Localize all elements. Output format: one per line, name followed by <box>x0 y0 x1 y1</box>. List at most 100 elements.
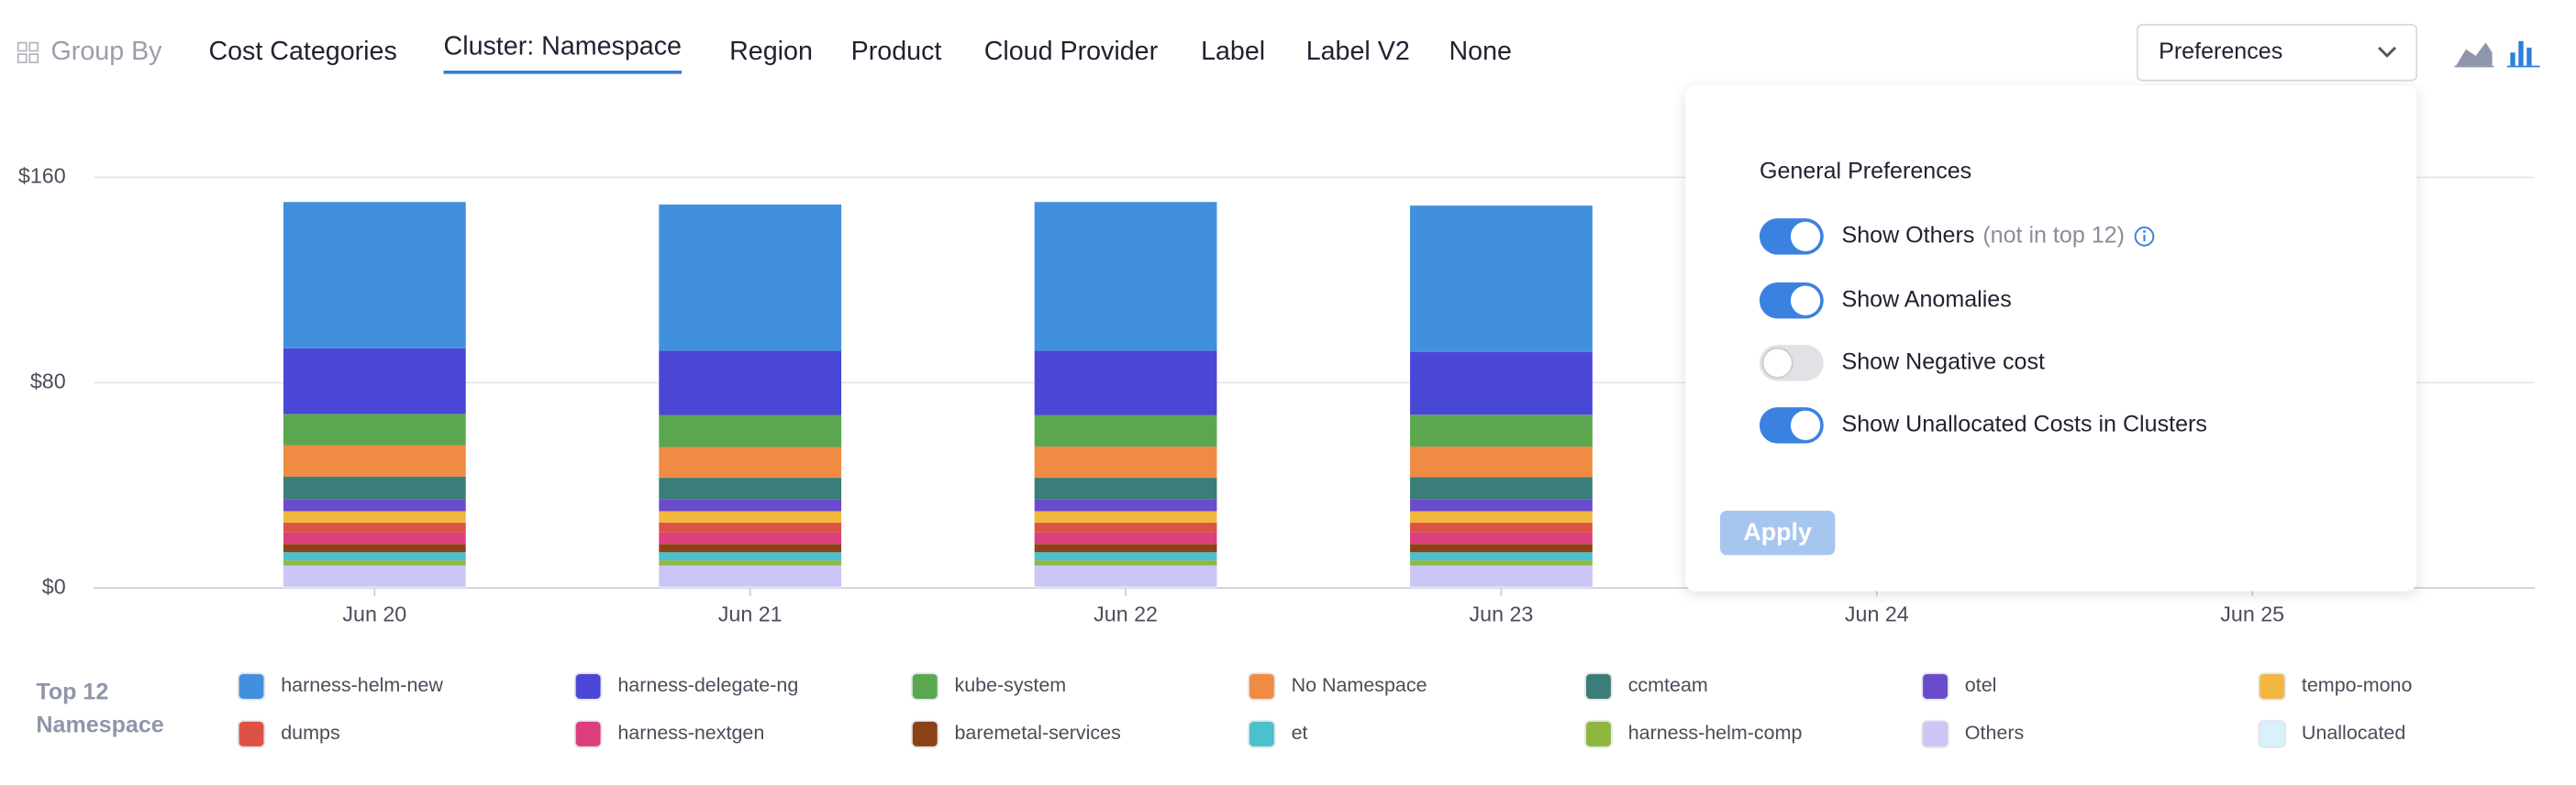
chevron <box>2378 46 2397 58</box>
bar-segment <box>659 205 842 351</box>
legend-label[interactable]: kube-system <box>954 674 1066 696</box>
preferences-dropdown[interactable]: Preferences <box>2136 23 2418 82</box>
x-tick-label: Jun 24 <box>1845 603 1909 626</box>
bar-segment <box>283 565 466 587</box>
legend-label[interactable]: harness-delegate-ng <box>617 674 798 696</box>
bar-segment <box>1410 205 1593 352</box>
toggle-knob[interactable] <box>1790 410 1821 440</box>
bar-chart-icon[interactable] <box>2526 47 2532 66</box>
legend-swatch[interactable] <box>573 720 603 748</box>
bar-chart-icon[interactable] <box>2510 52 2515 66</box>
tab[interactable]: Label V2 <box>1306 37 1410 66</box>
bar-segment <box>1410 351 1593 415</box>
bar-segment <box>659 523 842 533</box>
preferences-panel: General Preferences Apply Show Others (no… <box>1685 85 2417 592</box>
legend-label[interactable]: et <box>1292 722 1308 744</box>
legend-swatch[interactable] <box>573 672 603 701</box>
bar-segment <box>659 565 842 587</box>
bar-segment <box>1410 477 1593 500</box>
tab[interactable]: None <box>1449 37 1511 66</box>
x-tick-label: Jun 20 <box>342 603 406 626</box>
legend-swatch[interactable] <box>237 672 266 701</box>
bar-segment <box>659 552 842 561</box>
legend-swatch[interactable] <box>1248 672 1276 701</box>
legend-label[interactable]: baremetal-services <box>954 722 1120 744</box>
legend-label[interactable]: otel <box>1965 674 1997 696</box>
panel-box <box>1685 85 2417 592</box>
apply-label: Apply <box>1743 518 1812 546</box>
bar-segment <box>1034 202 1217 351</box>
legend-label[interactable]: Unallocated <box>2302 722 2405 744</box>
bar-segment <box>659 415 842 448</box>
bar-segment <box>1410 586 1593 589</box>
legend-swatch[interactable] <box>1584 720 1613 748</box>
dropdown-box[interactable] <box>2136 23 2418 82</box>
bar-segment <box>659 586 842 589</box>
bar-chart-icon[interactable] <box>2518 40 2524 66</box>
group-by-icon <box>17 41 39 63</box>
area-chart-icon[interactable] <box>2456 42 2493 66</box>
tab[interactable]: Cluster: Namespace <box>444 31 682 61</box>
bar-segment <box>283 445 466 477</box>
bar-segment <box>1034 478 1217 500</box>
dropdown-label: Preferences <box>2159 39 2282 64</box>
legend-label[interactable]: Others <box>1965 722 2024 744</box>
bar-segment <box>283 476 466 500</box>
chart-type-icons <box>2454 40 2540 68</box>
legend-label[interactable]: ccmteam <box>1628 674 1708 696</box>
legend-swatch[interactable] <box>2258 720 2286 748</box>
bar-segment <box>283 544 466 553</box>
legend-label[interactable]: harness-helm-new <box>281 674 443 696</box>
bar-segment <box>659 532 842 545</box>
bar-segment <box>283 511 466 524</box>
bar-segment <box>283 586 466 589</box>
legend-label[interactable]: harness-nextgen <box>617 722 764 744</box>
legend-swatch[interactable] <box>1584 672 1613 701</box>
toggle-knob[interactable] <box>1761 347 1793 379</box>
bar-segment <box>1034 552 1217 561</box>
bar-segment <box>283 499 466 512</box>
legend-label[interactable]: harness-helm-comp <box>1628 722 1803 744</box>
bar-segment <box>1034 532 1217 545</box>
tab[interactable]: Cloud Provider <box>984 37 1159 66</box>
toggle-knob[interactable] <box>1790 285 1821 315</box>
legend-label[interactable]: dumps <box>281 722 339 744</box>
tabs: Cost Categories Cluster: Namespace Region P… <box>208 31 1512 74</box>
tab[interactable]: Product <box>851 37 942 66</box>
bar-segment <box>1034 523 1217 533</box>
toggle-note: (not in top 12) <box>1982 222 2125 248</box>
legend-swatch[interactable] <box>1248 720 1276 748</box>
bar-segment <box>659 544 842 553</box>
toggle-label: Show Unallocated Costs in Clusters <box>1841 411 2206 437</box>
legend-swatch[interactable] <box>237 720 266 748</box>
tab[interactable]: Region <box>729 37 813 66</box>
bar-segment <box>659 478 842 500</box>
legend-label[interactable]: tempo-mono <box>2302 674 2413 696</box>
y-tick-label: $160 <box>18 164 66 188</box>
bar-segment <box>1034 544 1217 553</box>
legend-swatch[interactable] <box>2258 672 2286 701</box>
tab[interactable]: Cost Categories <box>208 37 396 66</box>
bar-segment <box>1034 350 1217 415</box>
toggle-label: Show Anomalies <box>1841 286 2011 312</box>
legend-swatch[interactable] <box>911 720 939 748</box>
bar-segment <box>283 552 466 561</box>
chart: $0 $80 $160 Jun 20 Jun 21 Jun 22 Jun 23 Jun 24 J… <box>18 164 2536 748</box>
bar-segment <box>1410 511 1593 524</box>
legend-swatch[interactable] <box>1921 672 1949 701</box>
legend-swatch[interactable] <box>911 672 939 701</box>
legend-swatch[interactable] <box>1921 720 1949 748</box>
y-tick-label: $80 <box>30 369 66 392</box>
bar-segment <box>659 350 842 415</box>
apply-button[interactable] <box>1719 510 1836 556</box>
legend-label[interactable]: No Namespace <box>1292 674 1427 696</box>
tab[interactable]: Label <box>1201 37 1265 66</box>
bar-segment <box>659 560 842 566</box>
bar-segment <box>283 348 466 415</box>
info-icon[interactable] <box>2134 227 2155 247</box>
toggle-knob[interactable] <box>1790 221 1821 251</box>
bar-segment <box>283 560 466 566</box>
active-tab-underline <box>443 71 683 74</box>
bar-segment <box>1410 523 1593 533</box>
